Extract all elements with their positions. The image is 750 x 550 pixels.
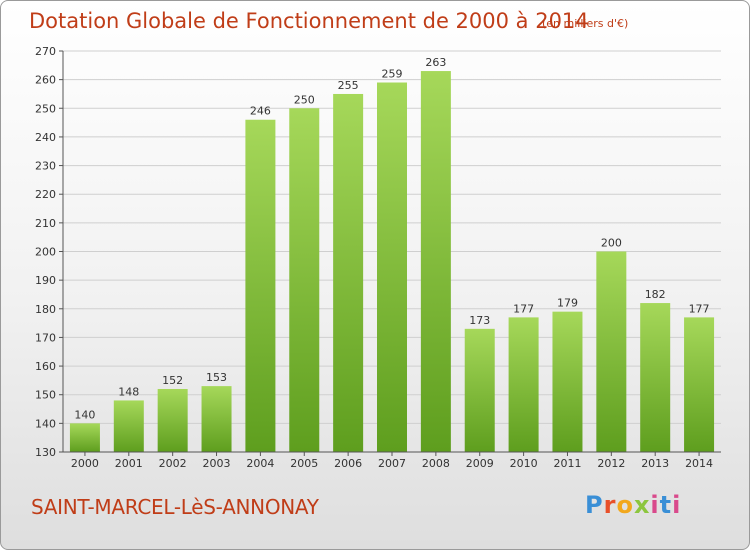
bar-2005 bbox=[289, 108, 320, 453]
bar-2013 bbox=[640, 303, 671, 452]
data-label-2004: 246 bbox=[250, 105, 271, 118]
bar-2002 bbox=[157, 388, 188, 452]
x-tick-label-2011: 2011 bbox=[553, 457, 581, 470]
x-tick-label-2014: 2014 bbox=[685, 457, 713, 470]
data-label-2007: 259 bbox=[382, 68, 403, 81]
bar-2009 bbox=[464, 328, 495, 452]
x-tick-label-2002: 2002 bbox=[159, 457, 187, 470]
bar-2000 bbox=[69, 423, 100, 452]
x-tick-label-2005: 2005 bbox=[290, 457, 318, 470]
y-tick-label: 130 bbox=[35, 446, 56, 459]
bar-2011 bbox=[552, 311, 583, 452]
y-tick-label: 170 bbox=[35, 331, 56, 344]
axes: 130 140 150 160 170 180 190 200 210 220 230 240 250 2… bbox=[35, 45, 721, 470]
bar-2008 bbox=[420, 71, 451, 453]
x-tick-label-2004: 2004 bbox=[246, 457, 274, 470]
y-tick-label: 200 bbox=[35, 246, 56, 259]
y-tick-label: 230 bbox=[35, 160, 56, 173]
y-tick-label: 250 bbox=[35, 102, 56, 115]
data-label-2010: 177 bbox=[513, 302, 534, 315]
x-tick-label-2007: 2007 bbox=[378, 457, 406, 470]
bar-2003 bbox=[201, 386, 232, 452]
data-label-2013: 182 bbox=[645, 288, 666, 301]
x-tick-label-2012: 2012 bbox=[597, 457, 625, 470]
data-label-2008: 263 bbox=[425, 56, 446, 69]
bar-2012 bbox=[596, 251, 627, 452]
x-tick-label-2013: 2013 bbox=[641, 457, 669, 470]
data-label-2001: 148 bbox=[118, 385, 139, 398]
y-tick-label: 240 bbox=[35, 131, 56, 144]
y-tick-label: 160 bbox=[35, 360, 56, 373]
data-label-2005: 250 bbox=[294, 93, 315, 106]
y-tick-label: 220 bbox=[35, 188, 56, 201]
x-tick-label-2000: 2000 bbox=[71, 457, 99, 470]
proxiti-logo: Proxiti bbox=[585, 491, 682, 519]
x-tick-label-2001: 2001 bbox=[115, 457, 143, 470]
y-tick-label: 190 bbox=[35, 274, 56, 287]
chart-title: Dotation Globale de Fonctionnement de 20… bbox=[29, 9, 589, 33]
data-label-2003: 153 bbox=[206, 371, 227, 384]
y-tick-label: 270 bbox=[35, 45, 56, 58]
y-tick-label: 260 bbox=[35, 74, 56, 87]
x-tick-label-2006: 2006 bbox=[334, 457, 362, 470]
bar-2007 bbox=[377, 82, 407, 452]
data-label-2014: 177 bbox=[689, 302, 710, 315]
data-labels: 140 148 152 153 246 250 255 259 263 173 177 179 200 1… bbox=[74, 56, 709, 421]
bar-2001 bbox=[113, 400, 144, 452]
x-tick-label-2010: 2010 bbox=[510, 457, 538, 470]
data-label-2000: 140 bbox=[74, 408, 95, 421]
x-tick-label-2009: 2009 bbox=[466, 457, 494, 470]
y-tick-label: 150 bbox=[35, 389, 56, 402]
commune-name: SAINT-MARCEL-LèS-ANNONAY bbox=[31, 495, 319, 519]
x-tick-label-2008: 2008 bbox=[422, 457, 450, 470]
data-label-2009: 173 bbox=[469, 314, 490, 327]
y-tick-label: 210 bbox=[35, 217, 56, 230]
data-label-2002: 152 bbox=[162, 374, 183, 387]
bar-2014 bbox=[684, 317, 715, 452]
data-label-2012: 200 bbox=[601, 237, 622, 250]
y-tick-label: 140 bbox=[35, 417, 56, 430]
x-tick-label-2003: 2003 bbox=[203, 457, 231, 470]
data-label-2011: 179 bbox=[557, 297, 578, 310]
chart-subtitle: (en milliers d'€) bbox=[542, 17, 629, 30]
data-label-2006: 255 bbox=[338, 79, 359, 92]
bar-2010 bbox=[508, 317, 539, 452]
bar-2004 bbox=[245, 119, 276, 452]
y-tick-label: 180 bbox=[35, 303, 56, 316]
bar-2006 bbox=[333, 93, 364, 452]
bars bbox=[69, 71, 715, 453]
